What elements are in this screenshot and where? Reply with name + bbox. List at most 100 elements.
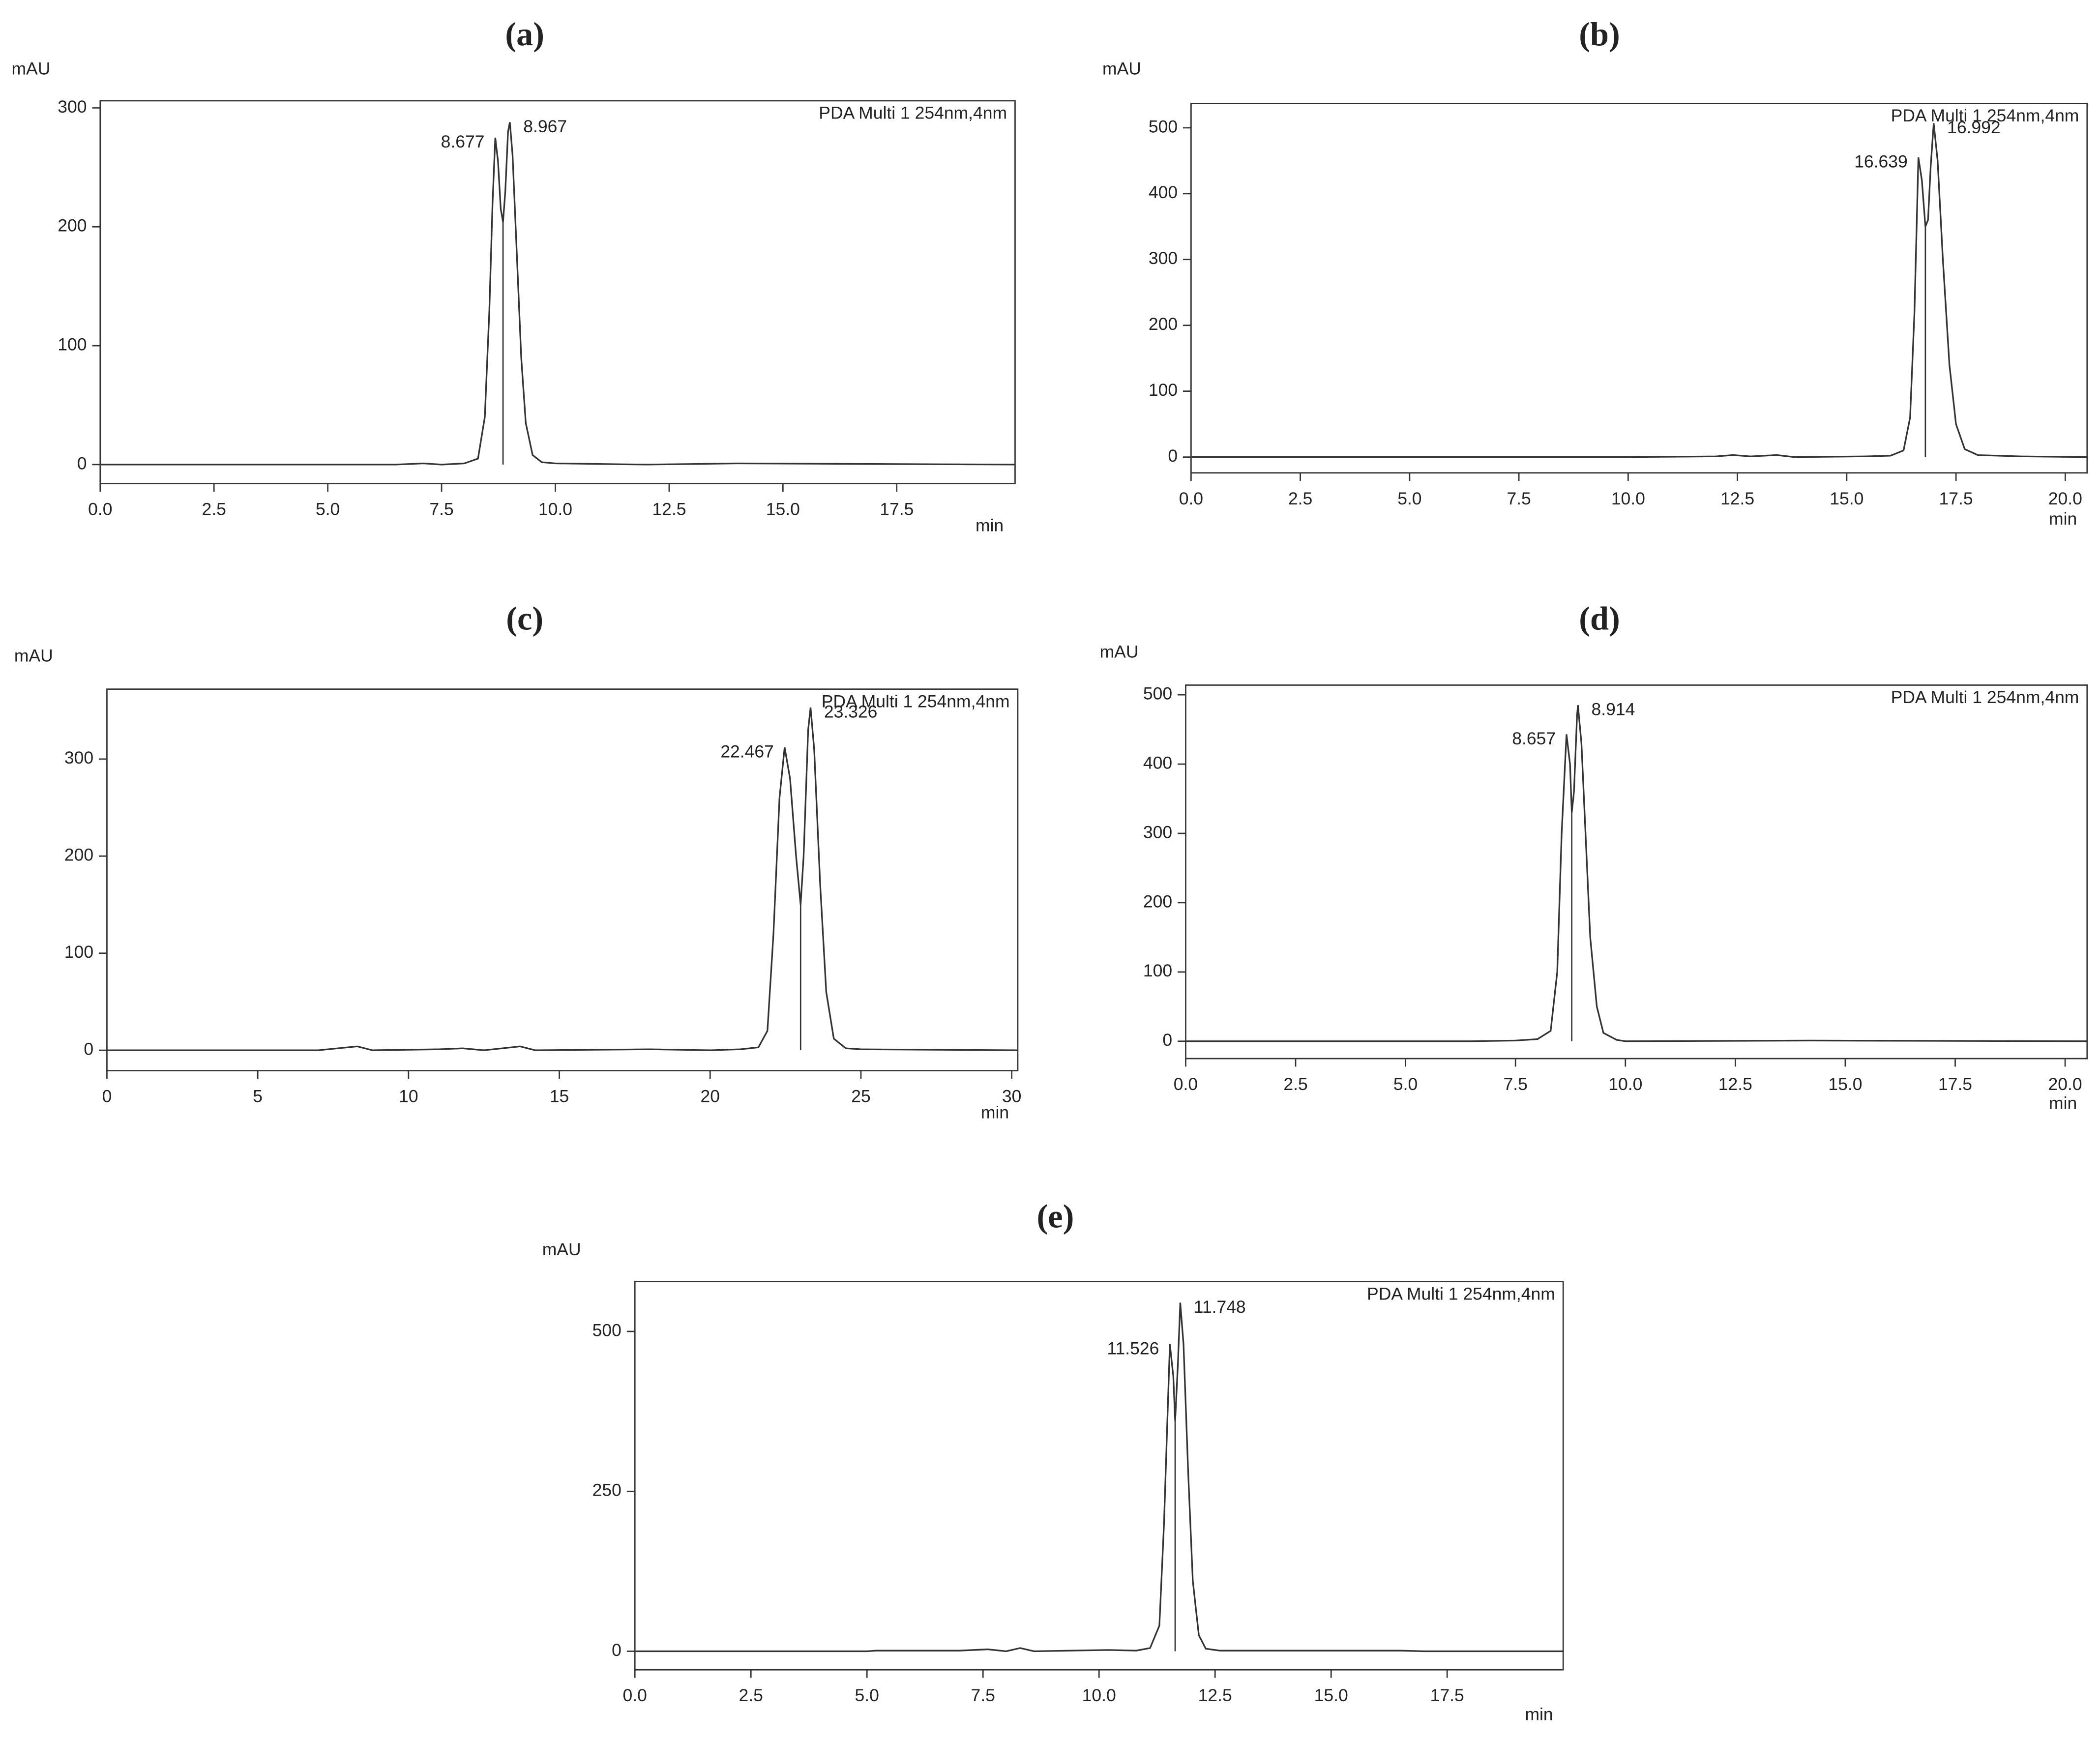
x-tick-label: 2.5	[739, 1685, 763, 1705]
x-tick-label: 5.0	[1397, 489, 1421, 508]
x-tick-label: 5	[253, 1087, 263, 1106]
chromatogram-line	[100, 122, 1015, 466]
peak-label: 8.677	[441, 132, 485, 151]
panel-label: (b)	[1579, 15, 1620, 53]
x-tick-label: 0.0	[88, 500, 112, 519]
x-tick-label: 10.0	[1611, 489, 1645, 508]
x-tick-label: 15	[550, 1087, 569, 1106]
peak-label: 11.526	[1107, 1338, 1159, 1358]
panel-label: (c)	[506, 600, 543, 637]
chromatogram-line	[1191, 123, 2087, 458]
y-axis-label: mAU	[1100, 642, 1139, 661]
x-tick-label: 0.0	[623, 1685, 647, 1705]
x-tick-label: 2.5	[1283, 1074, 1307, 1094]
y-tick-label: 200	[64, 845, 93, 865]
x-tick-label: 5.0	[316, 500, 340, 519]
x-tick-label: 7.5	[429, 500, 453, 519]
x-tick-label: 12.5	[1718, 1074, 1752, 1094]
plot-frame	[1185, 684, 2088, 1060]
x-tick-label: 10.0	[1608, 1074, 1642, 1094]
x-tick-label: 15.0	[1314, 1685, 1348, 1705]
y-tick-label: 0	[84, 1039, 93, 1059]
y-tick-label: 400	[1143, 753, 1172, 772]
x-tick-label: 7.5	[1507, 489, 1531, 508]
peak-label: 8.967	[523, 117, 567, 136]
x-tick-label: 10.0	[538, 500, 572, 519]
peak-label: 22.467	[720, 741, 774, 761]
x-tick-label: 7.5	[1504, 1074, 1528, 1094]
x-tick-label: 5.0	[855, 1685, 879, 1705]
detector-annotation: PDA Multi 1 254nm,4nm	[1891, 106, 2079, 125]
y-tick-label: 300	[58, 97, 87, 117]
x-tick-label: 25	[851, 1087, 871, 1106]
detector-annotation: PDA Multi 1 254nm,4nm	[1891, 687, 2079, 707]
y-tick-label: 300	[1143, 822, 1172, 842]
x-tick-label: 10.0	[1082, 1685, 1116, 1705]
y-axis-label: mAU	[11, 59, 50, 78]
chromatogram-line	[635, 1302, 1564, 1652]
y-tick-label: 100	[1149, 380, 1178, 400]
y-tick-label: 500	[592, 1320, 621, 1340]
y-tick-label: 0	[77, 453, 87, 473]
y-axis-label: mAU	[14, 646, 53, 665]
y-tick-label: 0	[1168, 446, 1178, 466]
peak-label: 8.914	[1592, 700, 1635, 719]
x-tick-label: 0	[102, 1087, 112, 1106]
y-tick-label: 500	[1143, 684, 1172, 704]
x-tick-label: 20.0	[2048, 1074, 2082, 1094]
chromatogram-line	[107, 707, 1018, 1051]
x-tick-label: 17.5	[880, 500, 914, 519]
y-tick-label: 200	[1143, 891, 1172, 911]
panel-label: (d)	[1579, 600, 1620, 637]
plot-frame	[99, 100, 1016, 484]
x-axis-label: min	[1525, 1704, 1553, 1724]
x-tick-label: 2.5	[1288, 489, 1312, 508]
peak-label: 16.992	[1947, 118, 2001, 137]
y-tick-label: 100	[1143, 961, 1172, 980]
x-tick-label: 12.5	[1720, 489, 1754, 508]
plot-frame	[106, 688, 1019, 1071]
x-tick-label: 0.0	[1179, 489, 1203, 508]
x-tick-label: 0.0	[1174, 1074, 1198, 1094]
x-tick-label: 12.5	[1198, 1685, 1232, 1705]
x-tick-label: 12.5	[652, 500, 686, 519]
x-tick-label: 17.5	[1939, 489, 1973, 508]
detector-annotation: PDA Multi 1 254nm,4nm	[822, 691, 1010, 711]
y-tick-label: 250	[592, 1480, 621, 1500]
y-tick-label: 100	[58, 334, 87, 354]
x-tick-label: 15.0	[1830, 489, 1863, 508]
x-tick-label: 30	[1002, 1087, 1021, 1106]
x-tick-label: 15.0	[766, 500, 800, 519]
x-tick-label: 2.5	[202, 500, 226, 519]
x-tick-label: 7.5	[971, 1685, 995, 1705]
y-tick-label: 200	[1149, 314, 1178, 334]
x-tick-label: 15.0	[1828, 1074, 1862, 1094]
x-tick-label: 20.0	[2048, 489, 2082, 508]
x-tick-label: 17.5	[1430, 1685, 1464, 1705]
peak-label: 23.326	[824, 702, 878, 721]
y-axis-label: mAU	[542, 1239, 581, 1259]
y-tick-label: 500	[1149, 117, 1178, 136]
x-axis-label: min	[2049, 1093, 2077, 1113]
plot-frame	[634, 1281, 1564, 1671]
y-tick-label: 300	[64, 748, 93, 767]
panel-label: (e)	[1037, 1198, 1074, 1235]
y-tick-label: 300	[1149, 248, 1178, 268]
y-tick-label: 200	[58, 216, 87, 236]
peak-label: 11.748	[1194, 1297, 1246, 1317]
y-tick-label: 0	[612, 1640, 621, 1660]
detector-annotation: PDA Multi 1 254nm,4nm	[1367, 1284, 1555, 1303]
x-axis-label: min	[981, 1102, 1009, 1122]
x-tick-label: 17.5	[1938, 1074, 1972, 1094]
x-tick-label: 20	[701, 1087, 720, 1106]
peak-label: 16.639	[1854, 152, 1908, 172]
peak-label: 8.657	[1512, 729, 1556, 748]
y-tick-label: 100	[64, 942, 93, 962]
chromatogram-line	[1185, 705, 2087, 1042]
x-tick-label: 5.0	[1393, 1074, 1418, 1094]
x-axis-label: min	[976, 515, 1004, 535]
x-axis-label: min	[2049, 509, 2077, 529]
y-tick-label: 0	[1162, 1030, 1172, 1050]
